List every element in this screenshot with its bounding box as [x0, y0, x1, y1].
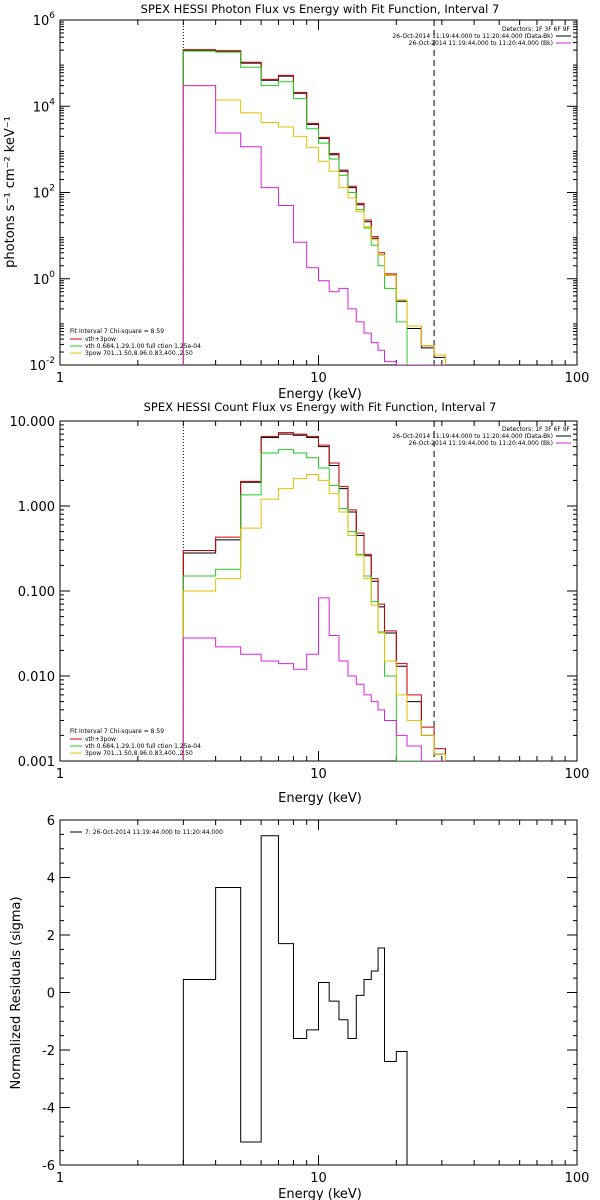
photon-flux-series	[182, 49, 447, 365]
photon-flux-detectors-label: Detectors: 1F 3F 6F 9F	[502, 26, 571, 33]
residuals-y-tick-label: -4	[42, 1102, 55, 1117]
photon-flux-legend-data-bk: 26-Oct-2014 11:19:44.000 to 11:20:44.000…	[392, 33, 553, 40]
residuals-y-tick-label: 2	[47, 929, 55, 944]
photon-flux-y-tick-exponent: 2	[49, 184, 55, 194]
count-flux-y-tick-labels: 0.001 0.010 0.100 1.000 10.000	[10, 415, 56, 770]
photon-flux-ticks	[59, 19, 578, 366]
photon-flux-x-tick-label: 100	[565, 371, 590, 386]
residuals-y-tick-label: 0	[47, 987, 55, 1002]
residuals-x-tick-label: 10	[310, 1171, 327, 1186]
photon-flux-legend-vth: vth 0.684,1.29,1.00 full ction 1.25e-04	[85, 343, 201, 350]
count-flux-x-axis-label: Energy (keV)	[278, 791, 362, 806]
photon-flux-fit-interval: Fit Interval 7 Chi-square = 8.59	[70, 328, 164, 335]
count-flux-series-3-step-line	[182, 473, 447, 761]
count-flux-series-1-step-line	[182, 432, 447, 761]
count-flux-ticks	[59, 420, 578, 762]
count-flux-range-lines	[182, 421, 435, 761]
count-flux-x-tick-label: 1	[56, 767, 64, 782]
residuals-y-tick-label: -2	[42, 1044, 55, 1059]
count-flux-y-tick-label: 0.100	[18, 585, 55, 600]
residuals-x-axis-label: Energy (keV)	[278, 1187, 362, 1200]
residuals-x-tick-labels: 1 10 100	[56, 1171, 590, 1186]
photon-flux-panel: SPEX HESSI Photon Flux vs Energy with Fi…	[3, 2, 589, 402]
count-flux-legend-3pow: 3pow 701.,1.50,8.96,0.83,400.,2.50	[85, 750, 193, 757]
photon-flux-title: SPEX HESSI Photon Flux vs Energy with Fi…	[141, 2, 500, 16]
photon-flux-y-tick-exponent: 4	[49, 97, 55, 107]
residuals-series-0-step-line	[182, 835, 435, 1165]
count-flux-axes: 1 10 100 0.001 0.010 0.100 1.000 10.000	[10, 415, 590, 782]
residuals-legend: 7: 26-Oct-2014 11:19:44.000 to 11:20:44.…	[70, 829, 223, 836]
count-flux-legend-vth3pow: vth+3pow	[85, 736, 116, 743]
photon-flux-legend-3pow: 3pow 701.,1.50,8.96,0.83,400.,2.50	[85, 350, 193, 357]
count-flux-title: SPEX HESSI Count Flux vs Energy with Fit…	[144, 400, 497, 414]
count-flux-series	[182, 432, 447, 761]
photon-flux-x-tick-label: 1	[56, 371, 64, 386]
photon-flux-y-tick-exponent: 6	[49, 11, 55, 21]
photon-flux-series-4-step-line	[182, 85, 446, 365]
count-flux-y-tick-label: 0.010	[18, 670, 55, 685]
residuals-series	[182, 835, 435, 1165]
count-flux-y-tick-label: 1.000	[18, 500, 55, 515]
photon-flux-series-3-step-line	[182, 85, 447, 365]
photon-flux-x-tick-labels: 1 10 100	[56, 371, 590, 386]
photon-flux-y-axis-label: photons s⁻¹ cm⁻² keV⁻¹	[3, 116, 18, 268]
count-flux-legend-bk: 26-Oct-2014 11:19:44.000 to 11:20:44.000…	[409, 440, 553, 447]
residuals-x-tick-label: 100	[565, 1171, 590, 1186]
residuals-y-tick-labels: -6 -4 -2 0 2 4 6	[42, 814, 55, 1174]
residuals-legend-text: 7: 26-Oct-2014 11:19:44.000 to 11:20:44.…	[85, 829, 223, 836]
count-flux-legend-top: Detectors: 1F 3F 6F 9F 26-Oct-2014 11:19…	[392, 426, 571, 447]
count-flux-fit-interval: Fit Interval 7 Chi-square = 8.59	[70, 728, 164, 735]
count-flux-legend-data-bk: 26-Oct-2014 11:19:44.000 to 11:20:44.000…	[392, 433, 553, 440]
photon-flux-y-tick-exponent: 0	[49, 270, 55, 280]
photon-flux-legend-top: Detectors: 1F 3F 6F 9F 26-Oct-2014 11:19…	[392, 26, 571, 47]
count-flux-panel: SPEX HESSI Count Flux vs Energy with Fit…	[10, 400, 590, 806]
count-flux-x-tick-labels: 1 10 100	[56, 767, 590, 782]
residuals-y-axis-label: Normalized Residuals (sigma)	[9, 896, 24, 1089]
photon-flux-legend-bottom: Fit Interval 7 Chi-square = 8.59 vth+3po…	[70, 328, 201, 357]
residuals-ticks	[59, 819, 578, 1166]
count-flux-x-tick-label: 100	[565, 767, 590, 782]
residuals-axes: 1 10 100 -6 -4 -2 0 2 4 6	[42, 814, 589, 1186]
photon-flux-legend-vth3pow: vth+3pow	[85, 336, 116, 343]
count-flux-legend-bottom: Fit Interval 7 Chi-square = 8.59 vth+3po…	[70, 728, 201, 757]
photon-flux-y-tick-exponent: -2	[46, 356, 55, 366]
photon-flux-x-axis-label: Energy (keV)	[278, 387, 362, 402]
count-flux-detectors-label: Detectors: 1F 3F 6F 9F	[502, 426, 571, 433]
count-flux-y-tick-label: 0.001	[18, 755, 55, 770]
residuals-panel: 1 10 100 -6 -4 -2 0 2 4 6 Energy (keV) Normalize…	[9, 814, 589, 1200]
photon-flux-x-tick-label: 10	[310, 371, 327, 386]
count-flux-legend-vth: vth 0.684,1.29,1.00 full ction 1.25e-04	[85, 743, 201, 750]
residuals-y-tick-label: -6	[42, 1159, 55, 1174]
residuals-x-tick-label: 1	[56, 1171, 64, 1186]
residuals-y-tick-label: 6	[47, 814, 55, 829]
photon-flux-legend-bk: 26-Oct-2014 11:19:44.000 to 11:20:44.000…	[409, 40, 553, 47]
count-flux-x-tick-label: 10	[310, 767, 327, 782]
count-flux-series-4-step-line	[182, 597, 446, 761]
count-flux-y-tick-label: 10.000	[10, 415, 56, 430]
residuals-y-tick-label: 4	[47, 872, 55, 887]
